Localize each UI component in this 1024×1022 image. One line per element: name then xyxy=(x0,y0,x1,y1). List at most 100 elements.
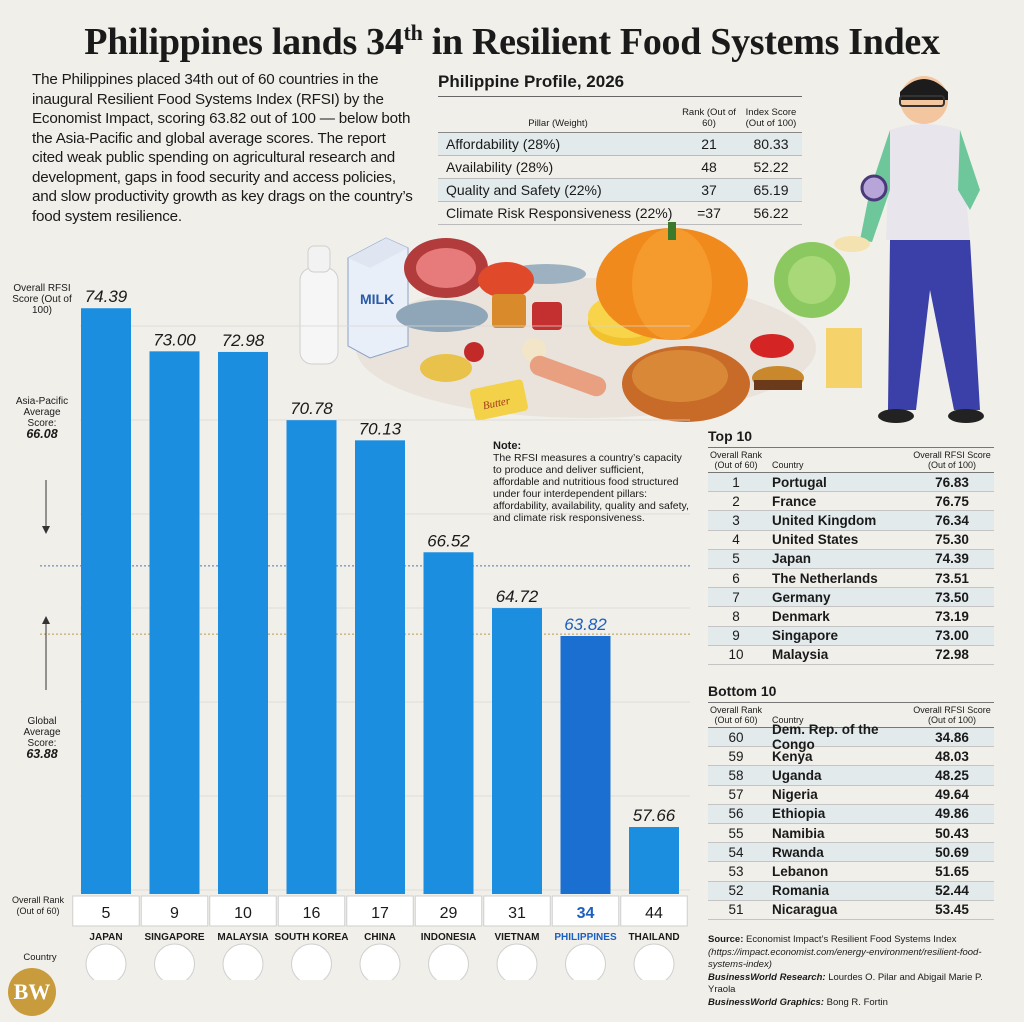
top10-country: Germany xyxy=(772,589,831,605)
bar-value-label: 73.00 xyxy=(153,330,196,349)
top10-country: Japan xyxy=(772,551,812,567)
top10-country: Portugal xyxy=(772,474,827,490)
bottom10-rank: 60 xyxy=(728,729,744,745)
bottom10-rows: 60 Dem. Rep. of the Congo 34.86 59 Kenya 48.0… xyxy=(708,722,994,920)
top10-row: 5 Japan 74.39 xyxy=(708,549,994,569)
country-tick-label: SOUTH KOREA xyxy=(275,932,349,943)
top10-rank: 8 xyxy=(732,608,740,624)
bottom10-score: 52.44 xyxy=(935,883,969,899)
bottom10-country: Nigeria xyxy=(772,787,818,803)
bar xyxy=(629,827,679,894)
bar xyxy=(149,351,200,894)
bottom10-score: 48.25 xyxy=(935,767,969,783)
inspector-person-illustration xyxy=(834,76,984,423)
top10-rank: 4 xyxy=(732,532,740,548)
bottom10-row: 56 Ethiopia 49.86 xyxy=(708,804,994,824)
bottom10-row: 55 Namibia 50.43 xyxy=(708,824,994,844)
bottom10-rank: 59 xyxy=(728,748,744,764)
top10-row: 7 Germany 73.50 xyxy=(708,588,994,608)
rank-cell xyxy=(483,895,551,927)
bottom10-score: 50.69 xyxy=(935,844,969,860)
bottom10-title: Bottom 10 xyxy=(708,683,777,699)
top10-score: 73.19 xyxy=(935,608,969,624)
top10-rank: 6 xyxy=(732,570,740,586)
bar xyxy=(355,440,405,894)
bottom10-score: 50.43 xyxy=(935,825,969,841)
rank-label: 17 xyxy=(371,905,389,922)
country-tick-label: CHINA xyxy=(364,932,396,943)
bar-value-label: 64.72 xyxy=(496,587,539,606)
country-tick-label: JAPAN xyxy=(89,932,122,943)
rank-label: 16 xyxy=(303,905,321,922)
profile-score: 65.19 xyxy=(753,182,789,198)
asia-pacific-average-label: Asia-Pacific Average Score: 66.08 xyxy=(15,396,69,441)
profile-rank: 21 xyxy=(701,136,717,152)
bottom10-row: 53 Lebanon 51.65 xyxy=(708,862,994,882)
top10-rank: 3 xyxy=(732,512,740,528)
rank-cell xyxy=(209,895,277,927)
top10-col-country: Country xyxy=(772,460,804,470)
bottom10-country: Romania xyxy=(772,883,830,899)
top10-row: 1 Portugal 76.83 xyxy=(708,473,994,493)
top10-row: 6 The Netherlands 73.51 xyxy=(708,569,994,589)
profile-pillar: Climate Risk Responsiveness (22%) xyxy=(446,205,673,221)
top10-country: United States xyxy=(772,532,859,548)
bottom10-rank: 53 xyxy=(728,863,744,879)
top10-score: 76.34 xyxy=(935,512,969,528)
bar-value-label: 66.52 xyxy=(427,531,470,550)
top10-row: 10 Malaysia 72.98 xyxy=(708,646,994,665)
top10-score: 73.51 xyxy=(935,570,969,586)
country-tick-label: PHILIPPINES xyxy=(554,932,617,943)
bottom10-col-country: Country xyxy=(772,715,804,725)
rank-label: 34 xyxy=(577,905,595,922)
bottom10-score: 51.65 xyxy=(935,863,969,879)
bottom10-row: 60 Dem. Rep. of the Congo 34.86 xyxy=(708,722,994,752)
bottom10-rank: 54 xyxy=(728,844,744,860)
profile-rank: 37 xyxy=(701,182,717,198)
top10-row: 8 Denmark 73.19 xyxy=(708,607,994,627)
top10-country: United Kingdom xyxy=(772,512,877,528)
bar xyxy=(423,552,474,894)
page-title: Philippines lands 34th in Resilient Food… xyxy=(84,20,940,63)
rank-label: 9 xyxy=(170,905,179,922)
top10-rank: 2 xyxy=(732,493,740,509)
profile-score: 56.22 xyxy=(753,205,789,221)
flag-icon xyxy=(428,943,469,980)
intro-paragraph: The Philippines placed 34th out of 60 co… xyxy=(32,71,413,225)
top10-score: 73.00 xyxy=(935,628,969,644)
global-average-label: Global Average Score: 63.88 xyxy=(23,716,61,761)
source-credits: Source: Economist Impact’s Resilient Foo… xyxy=(708,934,983,1008)
bottom10-country: Rwanda xyxy=(772,844,824,860)
bottom10-rank: 58 xyxy=(728,767,744,783)
profile-header: Pillar (Weight) Rank (Out of 60) Index S… xyxy=(438,97,802,133)
rank-cell xyxy=(72,895,140,927)
flag-icon xyxy=(291,943,332,980)
bar-value-label: 74.39 xyxy=(85,287,128,306)
rank-label: 10 xyxy=(234,905,252,922)
top10-rank: 10 xyxy=(728,647,744,663)
top10-rank: 1 xyxy=(732,474,740,490)
bar-value-label: 63.82 xyxy=(564,615,607,634)
bottom10-row: 51 Nicaragua 53.45 xyxy=(708,901,994,920)
bottom10-rank: 52 xyxy=(728,883,744,899)
flag-icon xyxy=(85,943,127,980)
bottom10-row: 54 Rwanda 50.69 xyxy=(708,843,994,863)
top10-rank: 9 xyxy=(732,628,740,644)
country-tick-label: THAILAND xyxy=(628,932,679,943)
flag-icon xyxy=(222,943,264,980)
profile-pillar: Availability (28%) xyxy=(446,159,554,175)
top10-score: 76.83 xyxy=(935,474,969,490)
bar xyxy=(492,608,542,894)
flag-icon xyxy=(154,943,195,980)
bottom10-country: Namibia xyxy=(772,825,825,841)
bottom10-rank: 51 xyxy=(728,902,744,918)
top10-row: 2 France 76.75 xyxy=(708,492,994,512)
global-arrow-head xyxy=(42,616,50,624)
country-tick-label: SINGAPORE xyxy=(144,932,204,943)
bar xyxy=(286,420,337,894)
bar-value-label: 70.13 xyxy=(359,419,402,438)
flag-icon xyxy=(496,943,538,980)
bar xyxy=(218,351,268,894)
bottom10-country: Lebanon xyxy=(772,863,829,879)
bottom10-score: 49.64 xyxy=(935,787,969,803)
